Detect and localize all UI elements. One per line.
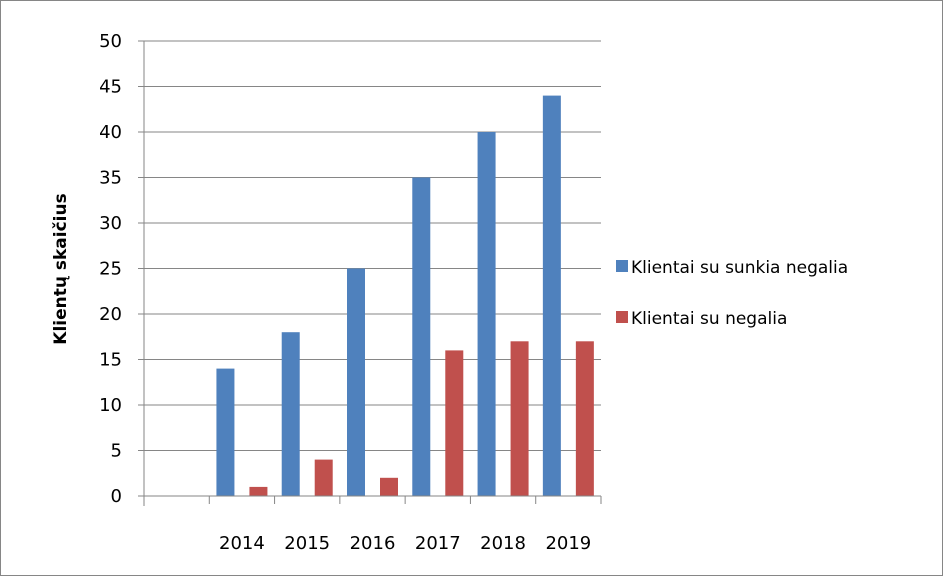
y-tick-label: 5 [111, 441, 122, 462]
y-tick-label: 15 [99, 350, 122, 371]
y-tick-label: 30 [99, 213, 122, 234]
y-tick-label: 25 [99, 259, 122, 280]
legend-label: Klientai su sunkia negalia [631, 258, 848, 278]
bar-negalia-2017 [445, 350, 464, 496]
bar-sunkia-negalia-2019 [542, 95, 561, 496]
axes [143, 41, 602, 506]
x-tick-label: 2014 [219, 533, 265, 554]
y-tick-label: 45 [99, 77, 122, 98]
legend: Klientai su sunkia negalia Klientai su ne… [616, 258, 848, 329]
bar-negalia-2018 [510, 341, 529, 496]
y-axis-title: Klientų skaičius [51, 193, 71, 344]
legend-label: Klientai su negalia [631, 309, 787, 329]
legend-swatch [616, 311, 628, 323]
y-tick-label: 0 [111, 486, 122, 507]
x-tick-label: 2015 [284, 533, 330, 554]
bar-negalia-2019 [575, 341, 594, 496]
y-tick-label: 35 [99, 168, 122, 189]
y-tick-label: 50 [99, 31, 122, 52]
y-tick-labels: 0 5 10 15 20 25 30 35 40 45 50 [99, 31, 122, 507]
bar-sunkia-negalia-2014 [216, 368, 235, 496]
bar-sunkia-negalia-2017 [412, 177, 431, 496]
bar-negalia-2016 [380, 477, 398, 496]
bar-negalia-2015 [314, 459, 333, 496]
bar-sunkia-negalia-2015 [281, 332, 300, 496]
gridlines [138, 40, 601, 497]
x-tick-label: 2018 [480, 533, 526, 554]
bar-sunkia-negalia-2018 [477, 132, 496, 496]
y-tick-label: 40 [99, 122, 122, 143]
legend-swatch [616, 260, 628, 272]
bar-sunkia-negalia-2016 [347, 268, 365, 496]
bar-negalia-2014 [249, 486, 268, 496]
y-tick-label: 10 [99, 395, 122, 416]
x-tick-label: 2019 [545, 533, 591, 554]
x-tick-labels: 2014 2015 2016 2017 2018 2019 [219, 533, 591, 554]
x-tick-label: 2017 [415, 533, 461, 554]
y-tick-label: 20 [99, 304, 122, 325]
x-tick-label: 2016 [350, 533, 396, 554]
bars [216, 95, 594, 496]
